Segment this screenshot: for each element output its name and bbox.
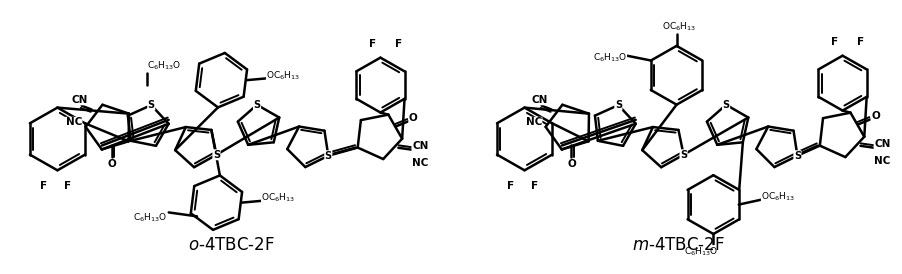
Text: CN: CN: [873, 139, 889, 149]
Text: S: S: [722, 100, 729, 110]
Text: F: F: [856, 37, 863, 47]
Text: C$_6$H$_{13}$O: C$_6$H$_{13}$O: [684, 246, 718, 258]
Text: NC: NC: [411, 158, 428, 169]
Text: C$_6$H$_{13}$O: C$_6$H$_{13}$O: [592, 52, 626, 64]
Text: NC: NC: [525, 117, 541, 127]
Text: $\it{o}$-4TBC-2F: $\it{o}$-4TBC-2F: [188, 236, 274, 254]
Text: CN: CN: [71, 95, 87, 105]
Text: S: S: [679, 150, 686, 160]
Text: F: F: [64, 181, 71, 191]
Text: S: S: [213, 150, 220, 160]
Text: F: F: [507, 181, 513, 191]
Text: O: O: [409, 113, 417, 123]
Text: O: O: [566, 159, 575, 169]
Text: OC$_6$H$_{13}$: OC$_6$H$_{13}$: [760, 190, 795, 203]
Text: F: F: [369, 39, 375, 49]
Text: F: F: [830, 37, 837, 47]
Text: NC: NC: [873, 156, 889, 167]
Text: O: O: [870, 112, 879, 121]
Text: $\it{m}$-4TBC-2F: $\it{m}$-4TBC-2F: [631, 236, 724, 254]
Text: S: S: [325, 151, 332, 161]
Text: OC$_6$H$_{13}$: OC$_6$H$_{13}$: [661, 20, 695, 33]
Text: S: S: [614, 100, 621, 110]
Text: S: S: [148, 100, 154, 110]
Text: C$_6$H$_{13}$O: C$_6$H$_{13}$O: [147, 59, 181, 72]
Text: OC$_6$H$_{13}$: OC$_6$H$_{13}$: [266, 69, 299, 82]
Text: O: O: [107, 159, 115, 169]
Text: F: F: [394, 39, 401, 49]
Text: CN: CN: [531, 95, 548, 105]
Text: S: S: [253, 100, 261, 110]
Text: OC$_6$H$_{13}$: OC$_6$H$_{13}$: [261, 192, 295, 204]
Text: F: F: [40, 181, 47, 191]
Text: CN: CN: [411, 141, 428, 151]
Text: C$_6$H$_{13}$O: C$_6$H$_{13}$O: [133, 211, 167, 224]
Text: NC: NC: [66, 117, 82, 127]
Text: S: S: [793, 151, 800, 161]
Text: F: F: [530, 181, 538, 191]
